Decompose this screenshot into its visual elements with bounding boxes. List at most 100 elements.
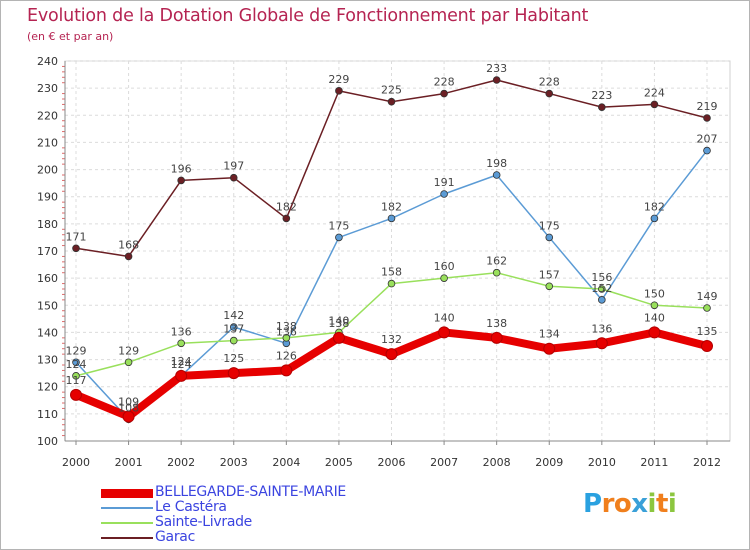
y-tick-label: 210 (37, 136, 58, 149)
data-point (440, 190, 448, 198)
data-label: 228 (434, 76, 455, 89)
proxiti-logo: Proxiti (583, 489, 677, 519)
data-point (543, 342, 556, 355)
data-label: 117 (66, 374, 87, 387)
data-label: 233 (486, 62, 507, 75)
x-tick-label: 2011 (640, 456, 668, 469)
x-tick-label: 2004 (272, 456, 300, 469)
logo-letter: P (583, 489, 602, 519)
data-label: 136 (171, 325, 192, 338)
data-point (387, 214, 396, 223)
data-point (650, 100, 659, 109)
x-tick-label: 2009 (535, 456, 563, 469)
chart-title: Evolution de la Dotation Globale de Fonc… (27, 6, 589, 26)
data-point (177, 176, 185, 185)
data-point (72, 244, 80, 253)
data-point (385, 348, 398, 361)
data-label: 129 (66, 344, 87, 357)
data-point (440, 274, 448, 282)
data-point (703, 146, 711, 155)
data-label: 152 (591, 282, 612, 295)
data-label: 142 (223, 309, 244, 322)
y-tick-label: 170 (37, 245, 58, 258)
data-point (438, 326, 451, 339)
legend-swatch-garac (101, 537, 153, 539)
legend-swatch-le-castera (101, 507, 153, 509)
data-point (335, 87, 343, 95)
data-label: 140 (644, 311, 665, 324)
y-tick-label: 220 (37, 109, 58, 122)
x-tick-label: 2008 (483, 456, 511, 469)
legend-swatch-bellegarde (101, 489, 153, 498)
y-tick-label: 140 (37, 326, 58, 339)
data-label: 129 (118, 344, 139, 357)
data-point (703, 304, 711, 312)
data-label: 156 (591, 271, 612, 284)
y-tick-label: 200 (37, 164, 58, 177)
data-point (490, 331, 503, 344)
data-label: 223 (591, 89, 612, 102)
logo-letter: r (601, 489, 615, 519)
data-point (598, 103, 606, 111)
series-points (70, 76, 713, 424)
data-point (598, 296, 606, 304)
data-point (595, 337, 608, 350)
legend-swatch-sainte-livrade (101, 522, 153, 524)
data-point (124, 358, 133, 367)
data-point (229, 173, 238, 182)
data-label: 135 (697, 325, 718, 338)
logo-letter: x (631, 489, 648, 519)
data-label: 228 (539, 76, 560, 89)
data-label: 175 (539, 219, 560, 232)
x-tick-label: 2006 (378, 456, 406, 469)
data-label: 162 (486, 255, 507, 268)
data-label: 182 (276, 200, 297, 213)
data-label: 126 (276, 349, 297, 362)
legend-label: Garac (155, 529, 195, 545)
data-point (335, 233, 343, 242)
data-point (545, 282, 554, 291)
data-point (227, 367, 240, 380)
data-point (440, 89, 448, 98)
x-tick-label: 2001 (115, 456, 143, 469)
data-point (648, 326, 661, 339)
data-point (545, 89, 554, 98)
data-label: 191 (434, 176, 455, 189)
x-tick-label: 2003 (220, 456, 248, 469)
data-point (122, 410, 135, 423)
data-label: 157 (539, 268, 560, 281)
data-point (492, 268, 501, 277)
data-label: 124 (171, 355, 192, 368)
data-label: 136 (276, 325, 297, 338)
data-label: 108 (118, 401, 139, 414)
axes: 100 110 120 130 140 150 160 170 180 190 200 210 220 2… (37, 55, 730, 469)
data-point (72, 372, 80, 380)
data-label: 124 (66, 358, 87, 371)
y-tick-label: 160 (37, 272, 58, 285)
data-label: 149 (697, 290, 718, 303)
data-label: 138 (328, 317, 349, 330)
data-label: 182 (644, 200, 665, 213)
y-tick-label: 190 (37, 191, 58, 204)
data-label: 132 (381, 333, 402, 346)
data-label: 207 (697, 133, 718, 146)
y-tick-label: 180 (37, 218, 58, 231)
data-label: 136 (591, 322, 612, 335)
data-point (701, 340, 713, 352)
y-tick-label: 110 (37, 408, 58, 421)
data-point (280, 364, 293, 377)
data-point (229, 323, 238, 331)
y-tick-label: 150 (37, 299, 58, 312)
data-point (177, 339, 185, 348)
data-label: 158 (381, 266, 402, 279)
legend-label: Le Castéra (155, 499, 227, 515)
data-label: 134 (539, 328, 560, 341)
data-point (492, 76, 501, 84)
data-label: 175 (328, 219, 349, 232)
data-label: 182 (381, 200, 402, 213)
data-label: 125 (223, 352, 244, 365)
x-tick-label: 2005 (325, 456, 353, 469)
y-tick-label: 130 (37, 354, 58, 367)
data-point (650, 301, 659, 310)
data-label: 140 (434, 311, 455, 324)
